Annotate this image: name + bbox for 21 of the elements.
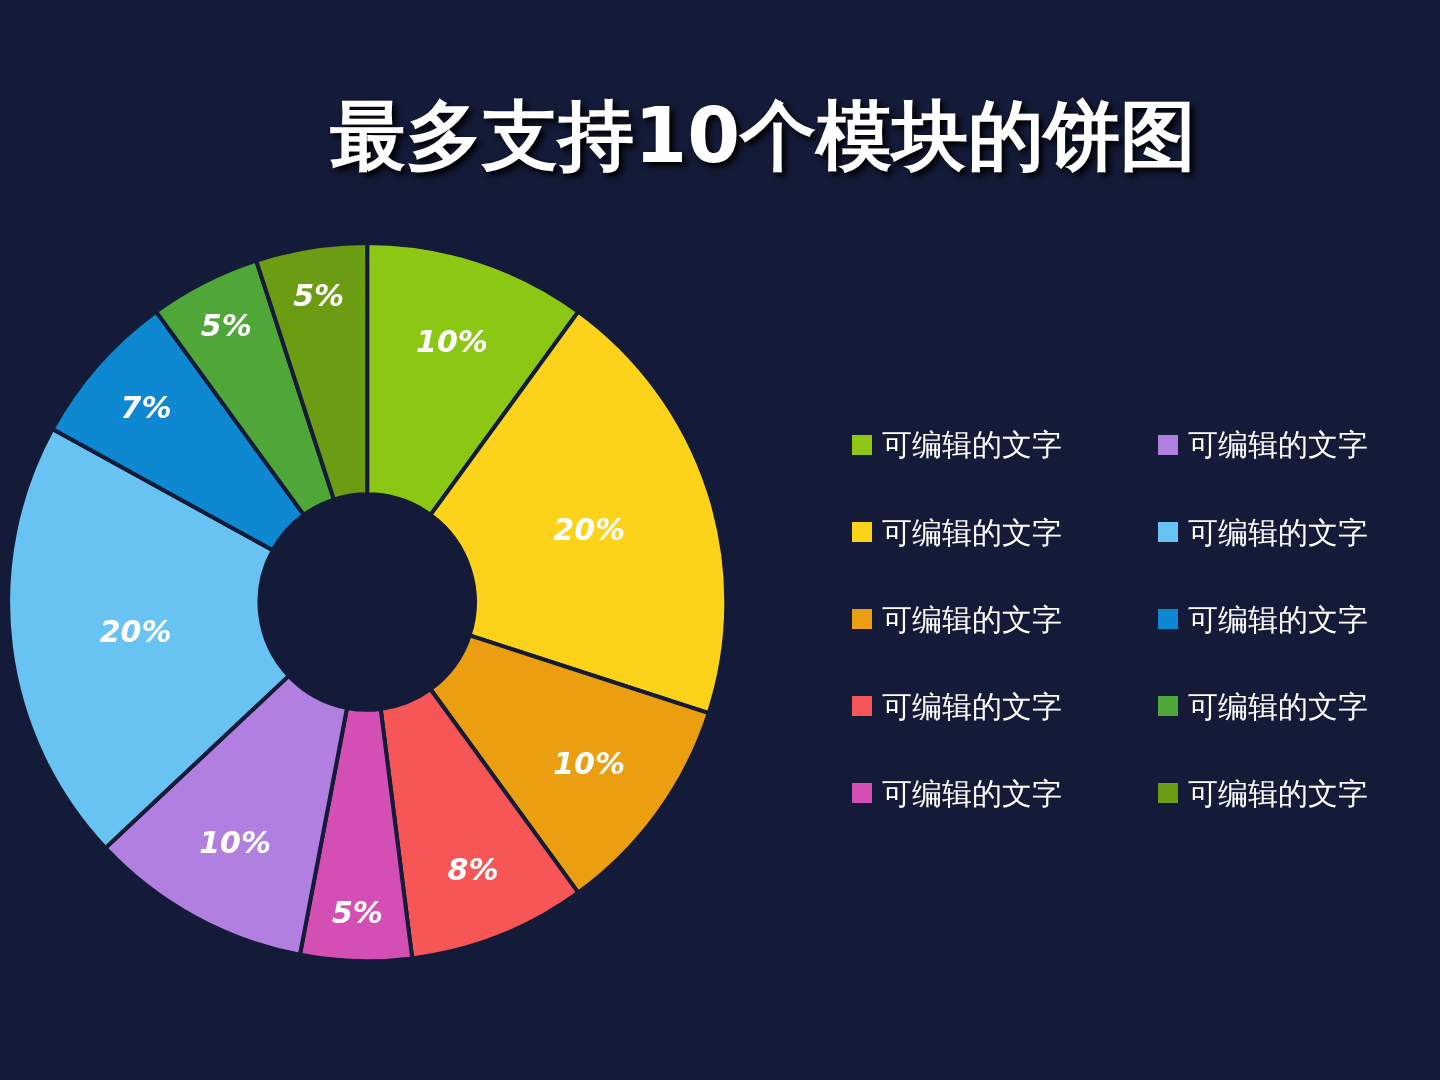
data-label: 5% bbox=[331, 894, 383, 930]
data-label: 5% bbox=[200, 307, 252, 343]
legend-label: 可编辑的文字 bbox=[882, 689, 1062, 724]
chart-title: 最多支持10个模块的饼图 bbox=[330, 90, 1197, 180]
legend-label: 可编辑的文字 bbox=[1188, 776, 1368, 811]
legend-label: 可编辑的文字 bbox=[882, 776, 1062, 811]
data-label: 20% bbox=[99, 613, 172, 649]
legend-label: 可编辑的文字 bbox=[882, 515, 1062, 550]
legend-label: 可编辑的文字 bbox=[1188, 602, 1368, 637]
data-label: 10% bbox=[199, 825, 271, 860]
data-label: 5% bbox=[293, 277, 345, 313]
legend-label: 可编辑的文字 bbox=[1188, 427, 1368, 462]
legend-label: 可编辑的文字 bbox=[882, 427, 1062, 462]
data-label: 10% bbox=[553, 745, 626, 781]
data-label: 7% bbox=[120, 389, 172, 425]
data-label: 20% bbox=[553, 512, 626, 548]
data-label: 10% bbox=[416, 323, 488, 359]
legend-label: 可编辑的文字 bbox=[1188, 689, 1368, 724]
data-label: 8% bbox=[447, 851, 499, 887]
legend-label: 可编辑的文字 bbox=[882, 602, 1062, 637]
legend-label: 可编辑的文字 bbox=[1188, 515, 1368, 550]
